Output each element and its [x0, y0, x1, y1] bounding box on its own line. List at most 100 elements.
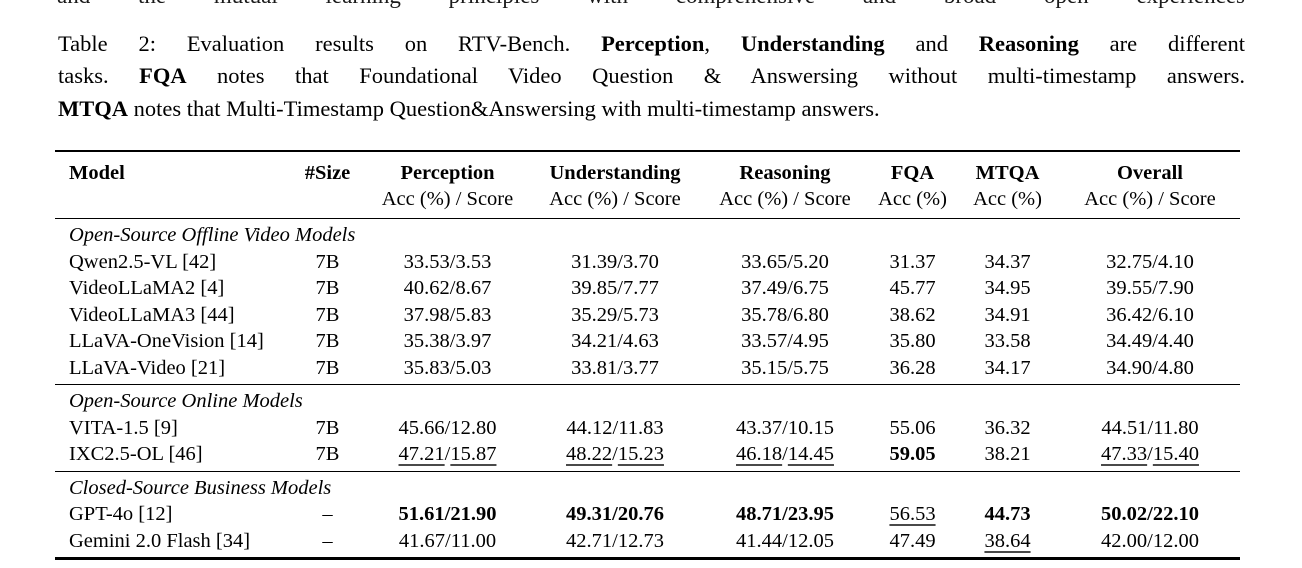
table-row: Gemini 2.0 Flash [34] – 41.67/11.00 42.71/1… — [55, 528, 1240, 559]
value-cell: 39.85/7.77 — [571, 277, 659, 300]
table-header: Model #Size Perception Understanding Reasoni… — [55, 151, 1240, 219]
value-cell: 34.21/4.63 — [571, 330, 659, 353]
model-cell: IXC2.5-OL [46] — [69, 443, 203, 466]
table-row: IXC2.5-OL [46] 7B 47.21/15.87 48.22/15.23 46… — [55, 441, 1240, 471]
clipped-top-text: and the mutual learning principles with … — [57, 0, 1245, 7]
value-cell: – — [322, 529, 333, 552]
value-cell: 44.51/11.80 — [1101, 416, 1199, 439]
value-cell: 35.38/3.97 — [403, 330, 492, 353]
table-row: VideoLLaMA2 [4] 7B 40.62/8.67 39.85/7.77 37.… — [55, 275, 1240, 302]
model-cell: LLaVA-Video [21] — [69, 356, 226, 379]
value-cell: 38.64 — [984, 529, 1031, 552]
value-cell: 7B — [315, 250, 340, 273]
value-cell: 33.81/3.77 — [571, 356, 659, 379]
value-cell: 49.31/20.76 — [566, 503, 664, 526]
value-cell: 34.49/4.40 — [1106, 330, 1194, 353]
value-cell: 47.49 — [889, 529, 936, 552]
group-title: Closed-Source Business Models — [69, 476, 332, 499]
column-subheader: Acc (%) / Score — [381, 188, 514, 211]
value-cell: 41.67/11.00 — [398, 529, 497, 552]
column-subheader: Acc (%) — [878, 188, 947, 211]
value-cell: 7B — [315, 303, 340, 326]
caption-line-3: MTQA notes that Multi-Timestamp Question… — [58, 95, 880, 121]
group-title-row: Open-Source Online Models — [55, 385, 1240, 415]
group-title-row: Open-Source Offline Video Models — [55, 219, 1240, 249]
value-cell: 34.95 — [984, 277, 1031, 300]
value-cell: 40.62/8.67 — [403, 277, 492, 300]
group-title-row: Closed-Source Business Models — [55, 471, 1240, 501]
value-cell: 36.32 — [984, 416, 1031, 439]
value-cell: 44.12/11.83 — [566, 416, 664, 439]
model-cell: LLaVA-OneVision [14] — [69, 330, 264, 353]
model-cell: Qwen2.5-VL [42] — [69, 250, 217, 273]
column-header-size: #Size — [304, 162, 351, 185]
value-cell: 34.17 — [984, 356, 1031, 379]
value-cell: 37.49/6.75 — [741, 277, 829, 300]
value-cell: 35.15/5.75 — [741, 356, 829, 379]
value-cell: 42.71/12.73 — [566, 529, 664, 552]
value-cell: 7B — [315, 277, 340, 300]
value-cell: 35.78/6.80 — [741, 303, 829, 326]
column-header-model: Model — [69, 162, 125, 185]
value-cell: 56.53 — [889, 503, 936, 526]
group-title: Open-Source Offline Video Models — [69, 224, 356, 247]
table-caption: Table 2: Evaluation results on RTV-Bench… — [58, 28, 1245, 125]
column-header-overall: Overall — [1116, 162, 1184, 185]
results-table: Model #Size Perception Understanding Reasoni… — [55, 150, 1240, 561]
value-cell: 34.37 — [984, 250, 1031, 273]
value-cell: 45.77 — [889, 277, 936, 300]
value-cell: 44.73 — [984, 503, 1031, 526]
column-subheader: Acc (%) / Score — [719, 188, 851, 211]
value-cell: 46.18/14.45 — [736, 443, 834, 466]
value-cell: 35.83/5.03 — [403, 356, 492, 379]
value-cell: 48.22/15.23 — [566, 443, 664, 466]
value-cell: 37.98/5.83 — [403, 303, 492, 326]
value-cell: 34.91 — [984, 303, 1031, 326]
value-cell: – — [322, 503, 333, 526]
value-cell: 36.42/6.10 — [1106, 303, 1194, 326]
column-header-understanding: Understanding — [549, 162, 681, 185]
value-cell: 41.44/12.05 — [736, 529, 834, 552]
column-subheader: Acc (%) / Score — [1084, 188, 1216, 211]
column-header-mtqa: MTQA — [975, 162, 1040, 185]
model-cell: VideoLLaMA2 [4] — [69, 277, 225, 300]
model-cell: VITA-1.5 [9] — [69, 416, 178, 439]
value-cell: 47.21/15.87 — [398, 443, 497, 466]
column-header-reasoning: Reasoning — [739, 162, 831, 185]
value-cell: 38.62 — [889, 303, 936, 326]
table-group: Open-Source Offline Video Models Qwen2.5-… — [55, 219, 1240, 385]
table-row: LLaVA-Video [21] 7B 35.83/5.03 33.81/3.77 35… — [55, 355, 1240, 385]
caption-line-2: tasks. FQA notes that Foundational Video… — [58, 63, 1245, 89]
value-cell: 31.37 — [889, 250, 936, 273]
value-cell: 36.28 — [889, 356, 936, 379]
table-group: Closed-Source Business Models GPT-4o [12]… — [55, 471, 1240, 559]
table-row: GPT-4o [12] – 51.61/21.90 49.31/20.76 48.71/… — [55, 501, 1240, 528]
value-cell: 7B — [315, 416, 340, 439]
value-cell: 35.80 — [889, 330, 936, 353]
value-cell: 50.02/22.10 — [1101, 503, 1199, 526]
value-cell: 38.21 — [984, 443, 1031, 466]
value-cell: 39.55/7.90 — [1106, 277, 1194, 300]
column-header-perception: Perception — [400, 162, 495, 185]
value-cell: 51.61/21.90 — [398, 503, 497, 526]
value-cell: 31.39/3.70 — [571, 250, 659, 273]
group-title: Open-Source Online Models — [69, 390, 303, 413]
value-cell: 43.37/10.15 — [736, 416, 834, 439]
value-cell: 55.06 — [889, 416, 936, 439]
table-row: LLaVA-OneVision [14] 7B 35.38/3.97 34.21/4.… — [55, 328, 1240, 355]
value-cell: 48.71/23.95 — [736, 503, 834, 526]
value-cell: 7B — [315, 443, 340, 466]
clipped-top-text-line: and the mutual learning principles with … — [57, 0, 1245, 13]
value-cell: 42.00/12.00 — [1101, 529, 1199, 552]
value-cell: 33.53/3.53 — [403, 250, 492, 273]
caption-line-1: Table 2: Evaluation results on RTV-Bench… — [58, 31, 1246, 56]
model-cell: GPT-4o [12] — [69, 503, 173, 526]
table-row: Qwen2.5-VL [42] 7B 33.53/3.53 31.39/3.70 33.… — [55, 249, 1240, 276]
value-cell: 59.05 — [889, 443, 936, 466]
column-subheader: Acc (%) / Score — [549, 188, 681, 211]
model-cell: VideoLLaMA3 [44] — [69, 303, 235, 326]
table-row: VITA-1.5 [9] 7B 45.66/12.80 44.12/11.83 43.3… — [55, 415, 1240, 442]
column-subheader: Acc (%) — [973, 188, 1042, 211]
value-cell: 7B — [315, 330, 340, 353]
